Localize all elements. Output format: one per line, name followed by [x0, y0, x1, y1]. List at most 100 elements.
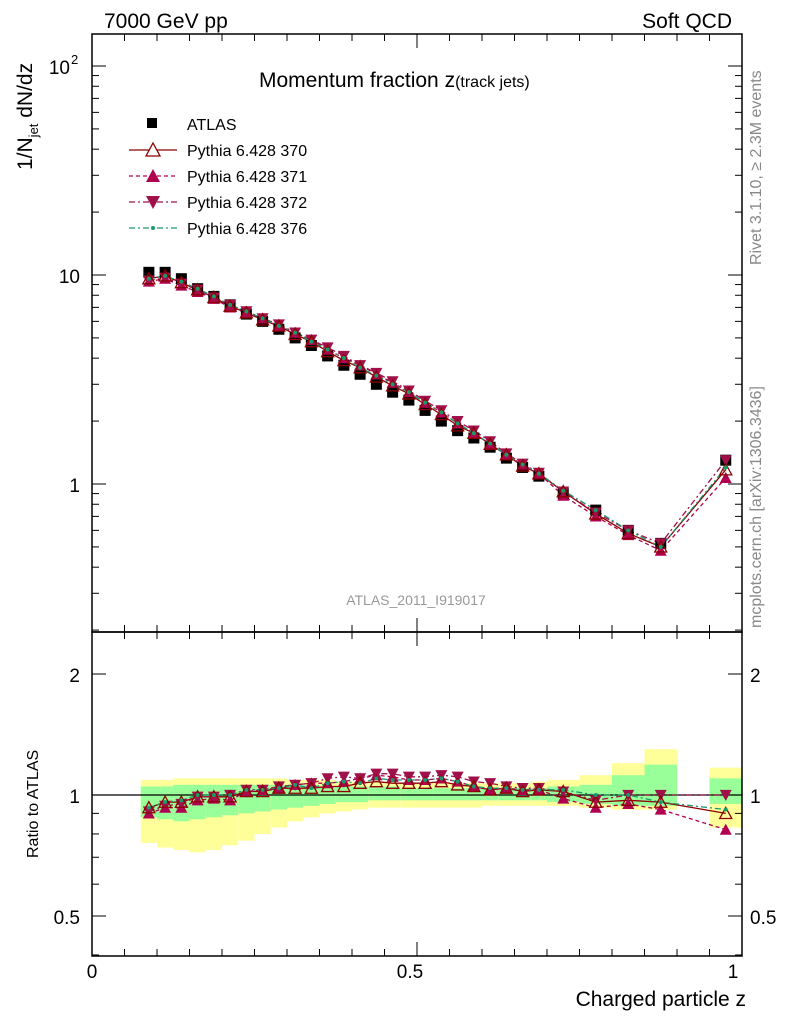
- ratio-376-point: [536, 787, 541, 792]
- y-tick-label-100: 10: [49, 58, 70, 79]
- pythia-370-point: [515, 458, 530, 472]
- header-right: Soft QCD: [642, 10, 732, 33]
- ratio-372-point: [142, 806, 155, 818]
- legend-marker-372: [146, 196, 160, 209]
- pythia-370-point: [385, 378, 400, 392]
- ratio-370-point: [401, 775, 416, 789]
- pythia-376-point: [471, 431, 476, 436]
- legend-label-370: Pythia 6.428 370: [187, 143, 307, 160]
- bottom-plot-frame: [91, 631, 743, 957]
- ratio-370-point: [206, 789, 221, 803]
- ratio-371-point: [654, 803, 667, 815]
- ratio-tick-label-2-right: 2: [750, 666, 761, 687]
- pythia-376-point: [374, 373, 379, 378]
- ratio-376-point: [358, 781, 363, 786]
- ratio-371-point: [719, 823, 732, 835]
- ratio-tick-label-0.5-right: 0.5: [750, 908, 776, 929]
- y-tick-100-base: 10: [49, 58, 70, 79]
- pythia-370-point: [158, 268, 173, 282]
- pythia-370-point: [174, 275, 189, 289]
- pythia-376-point: [260, 316, 265, 321]
- pythia-376-point: [341, 356, 346, 361]
- pythia-376-point: [561, 488, 566, 493]
- pythia-376-point: [163, 273, 168, 278]
- pythia-376-point: [439, 410, 444, 415]
- pythia-370-point: [288, 326, 303, 341]
- ratio-372-point: [337, 771, 350, 783]
- mcplots-label: mcplots.cern.ch [arXiv:1306.3436]: [748, 386, 765, 628]
- ratio-372-point: [370, 768, 383, 780]
- atlas-data-point: [387, 386, 399, 398]
- y-label-part2: dN/dz: [14, 63, 37, 124]
- ratio-376-point: [406, 777, 411, 782]
- inner-uncertainty-band: [433, 788, 450, 801]
- ratio-370-point: [483, 782, 498, 796]
- ratio-376-point: [260, 787, 265, 792]
- ratio-370-point: [190, 789, 205, 803]
- ratio-376-point: [471, 784, 476, 789]
- atlas-data-point: [435, 415, 447, 427]
- rivet-label: Rivet 3.1.10, ≥ 2.3M events: [748, 70, 765, 265]
- pythia-370-point: [401, 386, 416, 400]
- pythia-376-point: [211, 294, 216, 299]
- ratio-370-point: [718, 806, 733, 820]
- axes-ticks: [91, 34, 743, 956]
- atlas-data-point: [370, 378, 382, 390]
- legend-marker-370: [144, 141, 162, 157]
- atlas-data-point: [159, 266, 171, 278]
- ratio-376-point: [228, 793, 233, 797]
- ratio-370-point: [353, 775, 368, 789]
- pythia-370-point: [499, 447, 514, 461]
- pythia-372-point: [467, 425, 480, 437]
- ratio-370-point: [369, 774, 384, 788]
- y-tick-label-10: 10: [59, 267, 80, 288]
- ratio-372-point: [191, 791, 204, 803]
- ratio-370-point: [466, 779, 481, 793]
- ratio-372-point: [589, 795, 602, 807]
- pythia-370-point: [369, 369, 384, 383]
- pythia-370-point: [434, 407, 449, 421]
- ratio-376-point: [146, 805, 151, 810]
- pythia-370-point: [141, 271, 156, 285]
- pythia-370-point: [418, 397, 433, 411]
- legend-label-atlas: ATLAS: [187, 117, 237, 134]
- ratio-376-point: [276, 786, 281, 791]
- inner-uncertainty-band: [368, 786, 385, 801]
- ratio-372-point: [719, 789, 732, 801]
- ratio-370-point: [450, 777, 465, 791]
- plot-title: Momentum fraction z(track jets): [259, 69, 530, 92]
- pythia-376-point: [146, 276, 151, 281]
- pythia-370-point: [239, 305, 254, 319]
- pythia-376-point: [593, 508, 598, 513]
- data-marks: [141, 266, 733, 835]
- ratio-370-point: [223, 789, 238, 803]
- pythia-376-point: [626, 528, 631, 533]
- plot-title-main: Momentum fraction z: [259, 69, 455, 92]
- pythia-372-point: [354, 360, 367, 372]
- series-line-pythia-6.428-370: [148, 275, 727, 548]
- legend-marker-376: [151, 226, 155, 230]
- pythia-376-point: [504, 452, 509, 457]
- ratio-370-point: [320, 779, 335, 793]
- pythia-370-point: [271, 318, 286, 332]
- pythia-372-point: [719, 455, 732, 467]
- ratio-376-point: [423, 777, 428, 782]
- ratio-372-point: [557, 786, 570, 798]
- pythia-376-point: [358, 365, 363, 370]
- ratio-372-point: [386, 768, 399, 780]
- ratio-372-point: [467, 776, 480, 788]
- pythia-376-point: [276, 324, 281, 329]
- pythia-376-point: [179, 279, 184, 284]
- y-label-part1: 1/N: [14, 137, 37, 170]
- ratio-376-point: [561, 787, 566, 792]
- ratio-371-point: [622, 797, 635, 810]
- y-axis-label-bottom: Ratio to ATLAS: [25, 750, 42, 858]
- pythia-370-point: [556, 484, 571, 498]
- ratio-376-point: [244, 787, 249, 792]
- ratio-376-point: [293, 782, 298, 787]
- ratio-376-point: [179, 798, 184, 803]
- y-tick-label-100-exp: 2: [71, 52, 78, 67]
- atlas-data-point: [403, 394, 415, 406]
- ratio-370-point: [418, 775, 433, 789]
- pythia-376-point: [293, 330, 298, 335]
